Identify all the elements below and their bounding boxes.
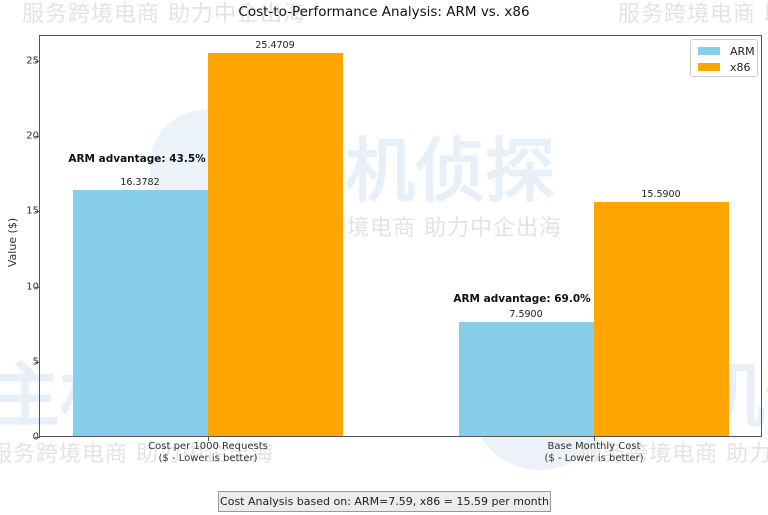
x-tick [594,436,595,441]
x-tick-label-line1: Cost per 1000 Requests [148,441,268,452]
bar-arm-base-monthly [459,322,594,436]
legend: ARM x86 [690,39,758,77]
bar-value-label: 7.5900 [509,309,543,320]
y-tick [35,437,40,438]
y-tick-label: 20 [26,130,39,142]
plot-area [35,35,762,441]
bar-x86-base-monthly [594,202,729,436]
legend-swatch-arm [698,47,720,55]
x-tick-label-line2: ($ - Lower is better) [544,453,644,464]
y-tick-label: 25 [26,55,39,67]
arm-advantage-annotation: ARM advantage: 43.5% [68,153,206,165]
y-tick [35,362,40,363]
arm-advantage-annotation: ARM advantage: 69.0% [453,293,591,305]
x-tick [208,436,209,441]
bar-arm-cost-per-1000 [73,190,208,436]
x-tick-label-line1: Base Monthly Cost [547,441,641,452]
bar-value-label: 16.3782 [120,177,160,188]
bar-x86-cost-per-1000 [208,53,343,436]
y-tick-label: 10 [26,281,39,293]
y-tick [35,61,40,62]
legend-item-arm: ARM [698,44,755,58]
legend-swatch-x86 [698,63,720,71]
cost-analysis-note: Cost Analysis based on: ARM=7.59, x86 = … [218,491,551,512]
bar-value-label: 25.4709 [255,40,295,51]
y-tick-label: 15 [26,205,39,217]
bar-value-label: 15.5900 [641,189,681,200]
chart-title: Cost-to-Performance Analysis: ARM vs. x8… [238,4,530,20]
y-tick [35,287,40,288]
legend-label: x86 [730,60,751,74]
x-tick-label: Cost per 1000 Requests ($ - Lower is bet… [148,441,268,465]
legend-label: ARM [730,44,755,58]
y-tick [35,136,40,137]
x-tick-label: Base Monthly Cost ($ - Lower is better) [544,441,643,465]
legend-item-x86: x86 [698,60,751,74]
x-tick-label-line2: ($ - Lower is better) [158,453,258,464]
y-axis-label: Value ($) [6,217,20,268]
y-tick [35,211,40,212]
